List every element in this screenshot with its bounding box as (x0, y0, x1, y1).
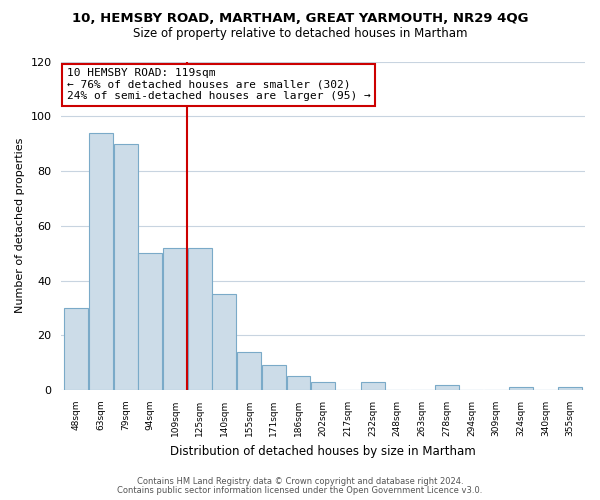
Bar (89, 132, 113, 390)
Y-axis label: Number of detached properties: Number of detached properties (15, 138, 25, 314)
Bar (113, 144, 137, 390)
Bar (188, 248, 212, 390)
Bar (237, 352, 261, 390)
Text: Contains public sector information licensed under the Open Government Licence v3: Contains public sector information licen… (118, 486, 482, 495)
Text: 10, HEMSBY ROAD, MARTHAM, GREAT YARMOUTH, NR29 4QG: 10, HEMSBY ROAD, MARTHAM, GREAT YARMOUTH… (72, 12, 528, 26)
Text: 10 HEMSBY ROAD: 119sqm
← 76% of detached houses are smaller (302)
24% of semi-de: 10 HEMSBY ROAD: 119sqm ← 76% of detached… (67, 68, 370, 102)
Bar (361, 382, 385, 390)
Text: Contains HM Land Registry data © Crown copyright and database right 2024.: Contains HM Land Registry data © Crown c… (137, 477, 463, 486)
Bar (435, 384, 458, 390)
Bar (311, 382, 335, 390)
Bar (287, 376, 310, 390)
Bar (262, 366, 286, 390)
Bar (509, 388, 533, 390)
Bar (558, 388, 582, 390)
X-axis label: Distribution of detached houses by size in Martham: Distribution of detached houses by size … (170, 444, 476, 458)
Text: Size of property relative to detached houses in Martham: Size of property relative to detached ho… (133, 28, 467, 40)
Bar (64, 308, 88, 390)
Bar (163, 248, 187, 390)
Bar (212, 294, 236, 390)
Bar (139, 253, 162, 390)
